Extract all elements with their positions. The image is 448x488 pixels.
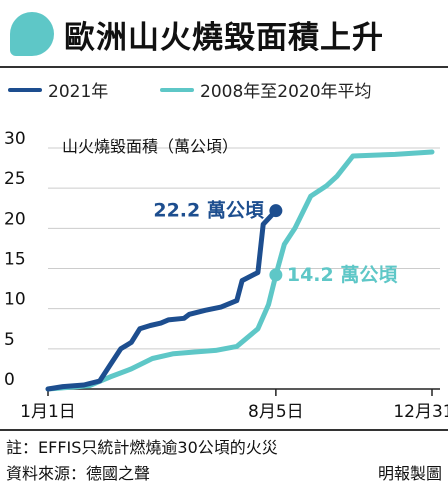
data-label-average: 14.2 萬公頃 — [287, 264, 398, 286]
footer-divider — [0, 429, 448, 431]
chart-area: 0 5 10 15 20 25 30 1月1日 8月5日 12月31日 山火燒毀面積（萬公頃） 22.… — [4, 129, 448, 422]
footer-source: 資料來源：德國之聲 — [6, 464, 151, 483]
y-tick-label: 15 — [4, 250, 26, 270]
y-tick-label: 20 — [4, 209, 26, 229]
y-tick-label: 5 — [4, 330, 15, 350]
chart-legend: 2021年 2008年至2020年平均 — [8, 77, 448, 103]
series-line-2021 — [45, 208, 279, 392]
y-tick-label: 0 — [4, 370, 15, 390]
legend-label-2021: 2021年 — [48, 82, 109, 102]
end-point-average — [269, 268, 283, 282]
y-axis-label: 山火燒毀面積（萬公頃） — [62, 137, 238, 156]
legend-item-2021: 2021年 — [8, 77, 108, 102]
end-point-2021 — [269, 204, 283, 218]
y-tick-label: 10 — [4, 290, 26, 310]
chart-title: 歐洲山火燒毀面積上升 — [64, 19, 384, 56]
x-tick-label: 1月1日 — [20, 402, 76, 422]
footer-credit: 明報製圖 — [377, 464, 442, 483]
data-label-2021: 22.2 萬公頃 — [153, 200, 264, 222]
legend-label-average: 2008年至2020年平均 — [200, 82, 372, 102]
x-tick-label: 12月31日 — [393, 402, 448, 422]
footer-note: 註：EFFIS只統計燃燒逾30公頃的火災 — [6, 438, 278, 457]
y-tick-label: 30 — [4, 129, 26, 149]
legend-item-average: 2008年至2020年平均 — [160, 77, 372, 102]
legend-swatch-average — [160, 87, 194, 92]
title-bullet-icon — [10, 12, 54, 56]
title-divider — [0, 66, 448, 68]
y-tick-label: 25 — [4, 169, 26, 189]
grid-lines — [48, 147, 440, 350]
legend-swatch-2021 — [8, 87, 42, 92]
title-row: 歐洲山火燒毀面積上升 — [10, 10, 384, 58]
x-tick-label: 8月5日 — [248, 402, 304, 422]
series-line-average — [45, 149, 435, 392]
